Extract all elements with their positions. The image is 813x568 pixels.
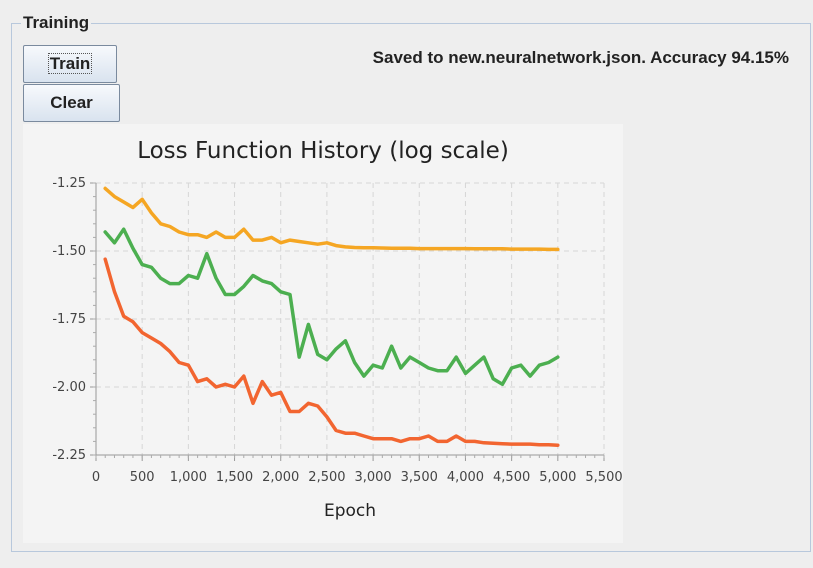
series-line-1: [103, 186, 560, 252]
training-groupbox: [11, 23, 811, 552]
chart-axes: -1.25 -1.50 -1.75 -2.00 -2.25 0 500 1,000 1,500 2…: [52, 176, 622, 485]
y-tick-label: -1.75: [52, 312, 86, 327]
status-message: Saved to new.neuralnetwork.json. Accurac…: [372, 48, 789, 67]
series-line-3: [103, 257, 560, 447]
x-tick-label: 2,000: [262, 470, 299, 485]
x-tick-label: 5,500: [585, 470, 622, 485]
chart-grid: [95, 182, 605, 456]
x-tick-label: 500: [130, 470, 155, 485]
group-title: Training: [21, 13, 92, 33]
y-tick-label: -1.50: [52, 244, 86, 259]
x-tick-label: 4,000: [447, 470, 484, 485]
train-button[interactable]: Train: [23, 45, 117, 83]
chart-series: [103, 186, 560, 447]
clear-button[interactable]: Clear: [23, 84, 120, 122]
x-tick-label: 3,000: [354, 470, 391, 485]
chart-title: Loss Function History (log scale): [137, 138, 509, 164]
series-line-2: [103, 227, 560, 387]
train-button-label: Train: [47, 53, 93, 74]
x-axis-label: Epoch: [324, 501, 376, 521]
x-tick-label: 4,500: [493, 470, 530, 485]
loss-chart-panel: Loss Function History (log scale) -1.25-…: [23, 124, 623, 543]
x-tick-label: 2,500: [308, 470, 345, 485]
y-tick-label: -2.25: [52, 448, 86, 463]
x-tick-label: 3,500: [401, 470, 438, 485]
x-tick-label: 0: [92, 470, 100, 485]
loss-chart: Loss Function History (log scale) -1.25-…: [52, 138, 622, 521]
y-tick-label: -2.00: [52, 380, 86, 395]
x-tick-label: 1,500: [216, 470, 253, 485]
y-tick-label: -1.25: [52, 176, 86, 191]
x-tick-label: 1,000: [170, 470, 207, 485]
x-tick-label: 5,000: [539, 470, 576, 485]
